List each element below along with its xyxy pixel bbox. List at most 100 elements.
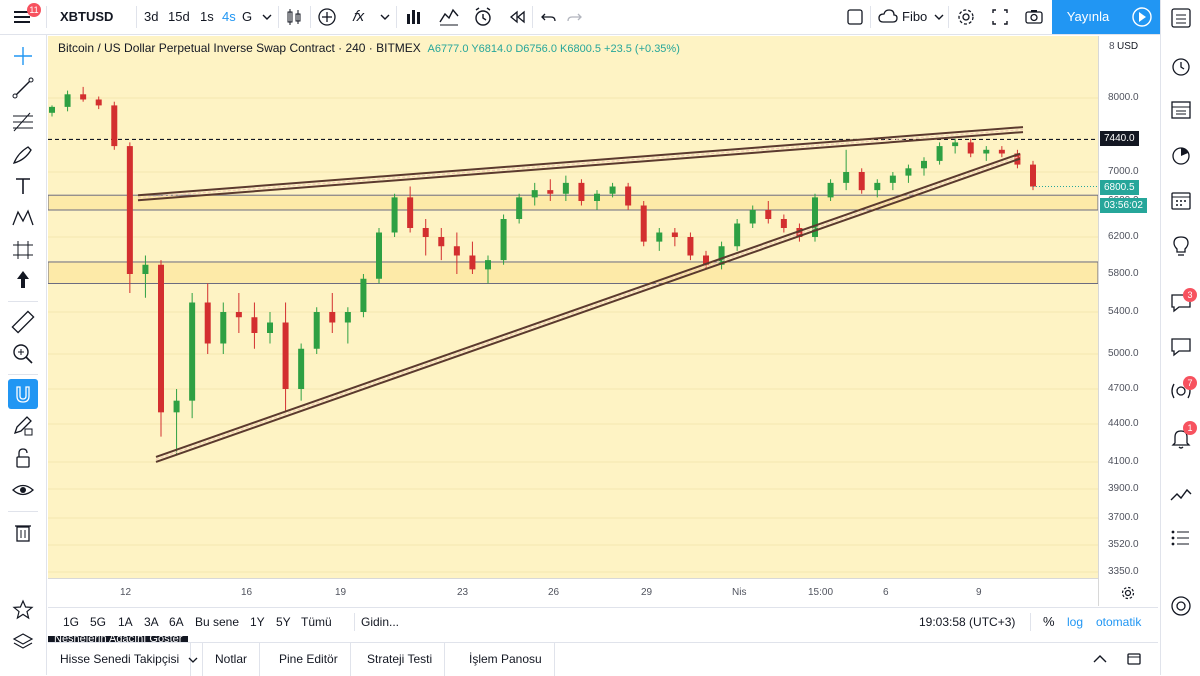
screener-chevron-icon[interactable] <box>188 653 198 671</box>
cloud-icon[interactable] <box>877 0 899 34</box>
price-tick-label: 3350.0 <box>1108 566 1139 577</box>
magnet-icon[interactable] <box>8 379 38 409</box>
collapse-panel-icon[interactable] <box>1092 652 1108 671</box>
interval-dropdown-icon[interactable] <box>262 0 276 34</box>
candle-body <box>765 210 772 219</box>
log-toggle[interactable]: log <box>1067 615 1084 629</box>
range-button[interactable]: Tümü <box>301 615 332 629</box>
candle-body <box>220 312 227 344</box>
ideas-bulb-icon[interactable] <box>1167 232 1195 260</box>
range-button[interactable]: 6A <box>169 615 184 629</box>
auto-scale-toggle[interactable]: otomatik <box>1096 615 1142 629</box>
tab-pine-editor[interactable]: Pine Editör <box>267 643 351 676</box>
add-indicator-icon[interactable] <box>317 0 337 34</box>
time-tick-label: 15:00 <box>808 587 834 598</box>
object-tree-icon[interactable] <box>8 627 38 657</box>
interval-button[interactable]: 1s <box>200 9 214 24</box>
range-button[interactable]: 1A <box>118 615 133 629</box>
layout-square-icon[interactable] <box>846 0 864 34</box>
undo-icon[interactable] <box>541 0 557 34</box>
candle-body <box>578 182 585 201</box>
dom-icon[interactable] <box>1167 524 1195 552</box>
interval-button[interactable]: 15d <box>168 9 190 24</box>
snapshot-camera-icon[interactable] <box>1024 0 1044 34</box>
trendline-tool-icon[interactable] <box>8 73 38 103</box>
pattern-tool-icon[interactable] <box>8 203 38 233</box>
tab-strategy-tester[interactable]: Strateji Testi <box>355 643 446 676</box>
candle-body <box>469 255 476 270</box>
notifications-bell-icon[interactable] <box>1167 424 1195 452</box>
star-icon[interactable] <box>8 595 38 625</box>
chart-pane[interactable] <box>47 36 1099 578</box>
zoom-icon[interactable] <box>8 339 38 369</box>
indicators-dropdown-icon[interactable] <box>380 0 390 34</box>
interval-button[interactable]: 3d <box>144 9 159 24</box>
candle-body <box>126 146 133 274</box>
layout-dropdown-icon[interactable] <box>934 0 944 34</box>
candle-body <box>173 400 180 413</box>
candle-body <box>547 190 554 194</box>
chart-pulse-icon[interactable] <box>1167 482 1195 510</box>
goto-date-button[interactable]: Gidin... <box>361 615 400 629</box>
menu-icon[interactable] <box>12 0 34 34</box>
text-tool-icon[interactable] <box>8 171 38 201</box>
compare-icon[interactable] <box>404 0 424 34</box>
candles-icon[interactable] <box>285 0 303 34</box>
ruler-icon[interactable] <box>8 307 38 337</box>
currency-label[interactable]: USD <box>1117 41 1139 52</box>
play-icon[interactable] <box>1124 0 1160 34</box>
messages-icon[interactable] <box>1167 332 1195 360</box>
data-window-icon[interactable] <box>1167 96 1195 124</box>
range-button[interactable]: 3A <box>144 615 159 629</box>
templates-icon[interactable] <box>438 0 460 34</box>
alerts-clock-icon[interactable] <box>1167 52 1195 80</box>
clock-timezone[interactable]: 19:03:58 (UTC+3) <box>919 615 1016 629</box>
interval-button[interactable]: G <box>242 9 253 24</box>
interval-button[interactable]: 4s <box>222 9 236 24</box>
tab-stock-screener[interactable]: Hisse Senedi Takipçisi <box>48 643 203 676</box>
fullscreen-icon[interactable] <box>990 0 1010 34</box>
lock-pencil-icon[interactable] <box>8 411 38 441</box>
candle-body <box>998 149 1005 154</box>
candle-body <box>391 197 398 233</box>
range-button[interactable]: 5G <box>90 615 107 629</box>
watchlist-icon[interactable] <box>1167 4 1195 32</box>
trendline <box>155 152 1021 458</box>
publish-button[interactable]: Yayınla <box>1052 0 1124 34</box>
tab-trading-panel[interactable]: İşlem Panosu <box>457 643 555 676</box>
redo-icon[interactable] <box>566 0 582 34</box>
tab-notes[interactable]: Notlar <box>203 643 261 676</box>
crosshair-icon[interactable] <box>8 41 38 71</box>
trash-icon[interactable] <box>8 517 38 547</box>
candle-body <box>967 142 974 154</box>
replay-icon[interactable] <box>508 0 526 34</box>
time-axis[interactable] <box>48 578 1098 607</box>
range-button[interactable]: 1Y <box>250 615 265 629</box>
time-tick-label: 29 <box>641 587 653 598</box>
dashed-level-tag: 7440.0 <box>1100 131 1139 146</box>
bottom-panel-tabs: Hisse Senedi Takipçisi Notlar Pine Editö… <box>48 642 1158 676</box>
settings-gear-icon[interactable] <box>956 0 976 34</box>
help-lifebuoy-icon[interactable] <box>1167 592 1195 620</box>
calendar-icon[interactable] <box>1167 186 1195 214</box>
range-button[interactable]: 5Y <box>276 615 291 629</box>
hotlists-icon[interactable] <box>1167 142 1195 170</box>
prediction-tool-icon[interactable] <box>8 235 38 265</box>
fibo-layout-label[interactable]: Fibo <box>902 9 928 24</box>
eye-icon[interactable] <box>8 475 38 505</box>
candlestick-chart[interactable] <box>47 36 1099 578</box>
arrow-up-icon[interactable] <box>8 265 38 295</box>
fib-tool-icon[interactable] <box>8 107 38 137</box>
alert-clock-icon[interactable] <box>472 0 494 34</box>
maximize-panel-icon[interactable] <box>1126 652 1142 671</box>
axis-settings-gear-icon[interactable] <box>1120 585 1136 606</box>
price-tick-label: 5400.0 <box>1108 306 1139 317</box>
percent-toggle[interactable]: % <box>1043 614 1055 629</box>
symbol-search[interactable]: XBTUSD <box>60 9 114 24</box>
brush-tool-icon[interactable] <box>8 139 38 169</box>
range-button[interactable]: Bu sene <box>195 615 240 629</box>
indicators-icon[interactable]: 𝑓x <box>352 8 365 25</box>
trendline <box>137 126 1024 197</box>
range-button[interactable]: 1G <box>63 615 80 629</box>
lock-icon[interactable] <box>8 443 38 473</box>
